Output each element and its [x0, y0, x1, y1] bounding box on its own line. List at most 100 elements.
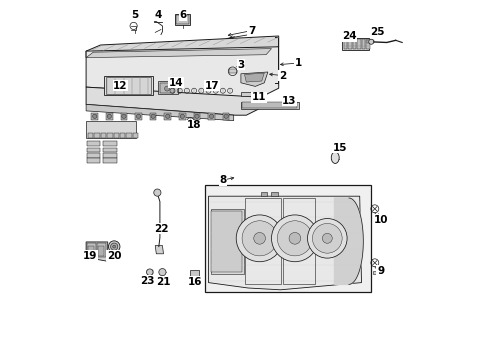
Text: 9: 9: [376, 266, 384, 276]
Bar: [352, 39, 355, 49]
Bar: [356, 39, 360, 49]
Bar: [120, 133, 125, 138]
Polygon shape: [334, 198, 363, 284]
Bar: [133, 133, 138, 138]
Bar: [160, 83, 174, 93]
Circle shape: [288, 233, 300, 244]
Text: 23: 23: [140, 276, 154, 286]
Bar: [208, 113, 214, 120]
Bar: [179, 113, 185, 120]
Bar: [175, 14, 190, 25]
Text: 7: 7: [247, 26, 255, 36]
Bar: [104, 76, 152, 95]
Bar: [366, 40, 373, 43]
Bar: [244, 198, 281, 284]
Polygon shape: [244, 73, 264, 82]
Circle shape: [194, 114, 199, 118]
Bar: [341, 38, 368, 50]
Text: 15: 15: [332, 143, 346, 153]
Circle shape: [307, 219, 346, 258]
Bar: [103, 153, 117, 158]
Circle shape: [92, 114, 97, 118]
Bar: [103, 141, 117, 146]
Bar: [343, 39, 346, 49]
Circle shape: [165, 114, 169, 118]
Text: 6: 6: [179, 10, 186, 20]
Bar: [126, 133, 132, 138]
Bar: [103, 158, 117, 163]
Bar: [88, 133, 93, 138]
Polygon shape: [241, 92, 260, 96]
Text: 5: 5: [131, 10, 138, 20]
Circle shape: [368, 39, 373, 44]
Circle shape: [180, 114, 184, 118]
Circle shape: [164, 86, 169, 91]
Bar: [228, 69, 236, 73]
Polygon shape: [241, 72, 267, 86]
Bar: [107, 133, 112, 138]
Text: 16: 16: [187, 276, 202, 287]
Bar: [204, 185, 370, 292]
Circle shape: [151, 114, 155, 118]
Bar: [283, 198, 315, 284]
Bar: [366, 39, 369, 49]
Text: 4: 4: [154, 10, 162, 20]
Circle shape: [322, 233, 331, 243]
Text: 17: 17: [204, 81, 219, 91]
Circle shape: [312, 224, 342, 253]
Ellipse shape: [330, 152, 339, 163]
Bar: [101, 133, 106, 138]
Circle shape: [209, 114, 213, 118]
Circle shape: [107, 114, 111, 118]
Bar: [94, 133, 100, 138]
Bar: [121, 113, 127, 120]
Bar: [158, 81, 178, 94]
Text: 25: 25: [370, 27, 384, 37]
Text: 20: 20: [107, 251, 121, 261]
Bar: [103, 148, 117, 152]
Bar: [176, 15, 189, 24]
Polygon shape: [86, 87, 260, 115]
Circle shape: [242, 221, 277, 256]
Bar: [189, 270, 199, 277]
Bar: [372, 271, 376, 274]
Text: 22: 22: [154, 224, 169, 234]
Bar: [211, 211, 242, 272]
Text: 13: 13: [282, 96, 296, 106]
Text: 12: 12: [113, 81, 127, 91]
Circle shape: [236, 215, 283, 262]
Circle shape: [113, 245, 115, 248]
Bar: [347, 39, 351, 49]
Circle shape: [153, 189, 161, 196]
Bar: [361, 39, 365, 49]
Bar: [271, 192, 277, 196]
Text: 18: 18: [186, 120, 201, 130]
Polygon shape: [86, 49, 271, 58]
Circle shape: [253, 233, 265, 244]
Polygon shape: [208, 196, 361, 290]
Bar: [223, 113, 229, 120]
Bar: [241, 102, 298, 109]
Polygon shape: [86, 242, 107, 261]
Circle shape: [108, 241, 120, 252]
Text: 8: 8: [219, 175, 226, 185]
Text: 14: 14: [168, 78, 183, 88]
Polygon shape: [86, 121, 136, 138]
Bar: [106, 77, 151, 94]
Circle shape: [271, 215, 318, 262]
Bar: [87, 243, 96, 257]
Circle shape: [110, 243, 118, 250]
Bar: [91, 113, 98, 120]
Bar: [106, 113, 112, 120]
Bar: [87, 148, 101, 152]
Bar: [88, 246, 94, 256]
Circle shape: [136, 114, 141, 118]
Circle shape: [224, 114, 228, 118]
Polygon shape: [86, 36, 278, 58]
Bar: [97, 243, 106, 257]
Text: 10: 10: [372, 215, 387, 225]
Bar: [135, 113, 142, 120]
Text: 19: 19: [83, 251, 98, 261]
Bar: [193, 113, 200, 120]
Text: 21: 21: [156, 276, 170, 287]
